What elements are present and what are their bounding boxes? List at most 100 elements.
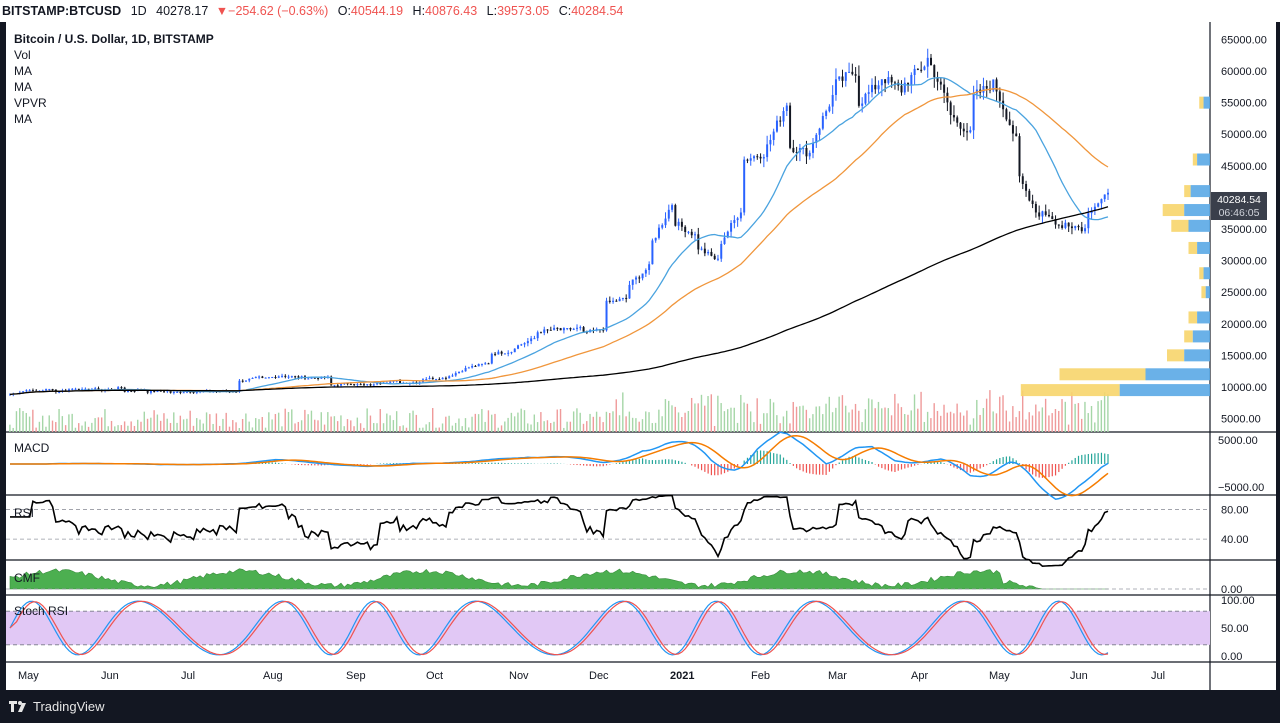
candle-body [674,205,677,226]
volume-bar [822,414,824,432]
candle-body [189,391,192,393]
legend-item-ma-1[interactable]: MA [14,64,32,78]
candle-body [1011,125,1014,134]
volume-bar [35,427,37,432]
rsi-pane-label[interactable]: RSI [14,506,34,520]
candle-body [1064,222,1067,228]
macd-hist-bar [314,464,316,466]
volume-bar [330,416,332,432]
candle-body [523,343,526,345]
candle-body [35,390,38,392]
candle-body [851,71,854,75]
volume-bar [268,412,270,432]
open-value: 40544.19 [350,4,404,18]
candle-body [687,231,690,233]
time-axis-tick: Jul [181,670,195,682]
volume-bar [91,422,93,432]
candle-body [372,384,375,386]
macd-hist-bar [605,464,608,466]
candle-body [1008,119,1011,126]
macd-hist-bar [501,462,503,464]
macd-hist-bar [815,464,817,475]
macd-hist-bar [599,464,601,467]
volume-bar [1005,410,1007,432]
volume-bar [599,416,601,432]
chart-canvas[interactable]: 65000.00 60000.00 55000.00 50000.00 45000.00… [6,22,1276,690]
stoch-axis-tick: 100.00 [1221,595,1255,607]
macd-hist-bar [786,459,788,464]
macd-hist-bar [523,463,526,464]
volume-bar [854,403,857,432]
macd-hist-bar [1041,464,1044,478]
volume-bar [64,425,67,432]
stoch-rsi-pane-label[interactable]: Stoch RSI [14,604,68,618]
volume-bar [179,415,182,432]
volume-bar [202,423,204,432]
candle-body [936,77,939,82]
macd-hist-bar [487,462,490,464]
candle-body [254,377,257,379]
candle-body [684,226,687,232]
macd-hist-bar [579,464,581,466]
volume-bar [146,418,149,432]
candle-body [310,377,313,379]
candle-body [133,391,136,393]
chart-svg[interactable]: 65000.00 60000.00 55000.00 50000.00 45000.00… [6,22,1276,690]
volume-bar [287,412,290,432]
candle-body [267,377,270,379]
macd-hist-bar [714,464,716,476]
tradingview-brand[interactable]: TradingView [33,699,105,714]
time-axis-tick: Jul [1151,670,1165,682]
candle-body [808,152,811,157]
macd-hist-bar [769,452,772,464]
macd-hist-bar [1002,457,1004,464]
volume-bar [612,411,614,432]
volume-bar [277,412,280,432]
volume-bar [622,392,624,432]
timeframe[interactable]: 1D [130,4,147,18]
tradingview-logo-icon[interactable] [8,698,28,714]
macd-hist-bar [894,464,896,472]
candle-body [1031,200,1034,204]
candle-body [805,147,808,157]
candle-body [156,390,159,393]
macd-pane-label[interactable]: MACD [14,441,50,455]
volume-bar [169,422,172,432]
volume-bar [127,425,129,432]
ma-fast-line [9,76,1109,396]
macd-hist-bar [1107,454,1109,464]
volume-bar [943,404,945,432]
candle-body [838,76,841,80]
macd-hist-bar [992,461,994,464]
macd-hist-bar [1051,464,1053,477]
legend-item-vpvr[interactable]: VPVR [14,96,47,110]
cmf-pane-label[interactable]: CMF [14,571,40,585]
volume-bar [792,401,794,432]
volume-bar [87,426,90,432]
rsi-axis-tick: 80.00 [1221,504,1249,516]
volume-bar [464,418,467,432]
symbol-name[interactable]: BITSTAMP:BTCUSD [2,4,122,18]
volume-bar [1061,399,1063,432]
volume-bar [350,420,352,432]
vpvr-bar-up [1197,241,1210,254]
candle-body [179,391,182,393]
legend-item-vol[interactable]: Vol [14,48,31,62]
candle-body [956,117,959,123]
candle-body [972,93,975,131]
volume-bar [386,413,388,432]
legend-item-ma-3[interactable]: MA [14,112,32,126]
volume-bar [785,410,788,432]
candle-body [844,72,847,81]
volume-bar [959,412,962,432]
candle-body [766,144,769,158]
macd-hist-bar [596,464,598,467]
candle-body [297,376,300,378]
candle-body [258,376,261,378]
volume-bar [425,424,427,432]
legend-item-ma-2[interactable]: MA [14,80,32,94]
vpvr-bar-up [1197,153,1210,166]
chart-legend-title[interactable]: Bitcoin / U.S. Dollar, 1D, BITSTAMP [14,32,214,46]
volume-bar [1103,392,1106,432]
candle-body [861,103,864,106]
